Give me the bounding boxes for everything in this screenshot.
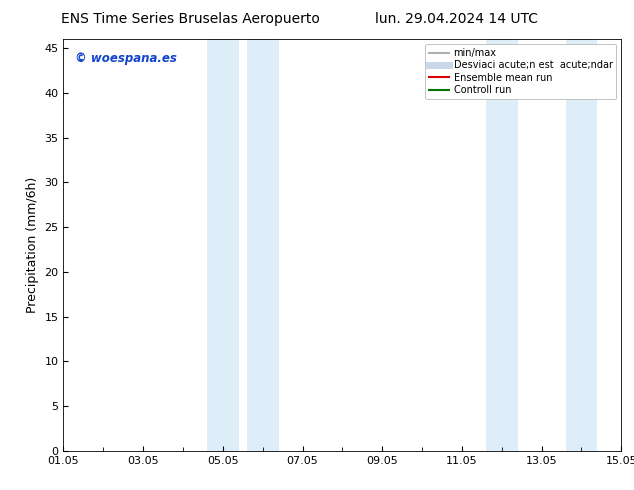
Bar (207, 39, 239, 451)
Legend: min/max, Desviaci acute;n est  acute;ndar, Ensemble mean run, Controll run: min/max, Desviaci acute;n est acute;ndar… (425, 44, 616, 99)
Bar (566, 39, 597, 451)
Bar (247, 39, 278, 451)
Y-axis label: Precipitation (mm/6h): Precipitation (mm/6h) (26, 177, 39, 313)
Text: lun. 29.04.2024 14 UTC: lun. 29.04.2024 14 UTC (375, 12, 538, 26)
Bar (486, 39, 518, 451)
Text: © woespana.es: © woespana.es (75, 51, 176, 65)
Text: ENS Time Series Bruselas Aeropuerto: ENS Time Series Bruselas Aeropuerto (61, 12, 320, 26)
